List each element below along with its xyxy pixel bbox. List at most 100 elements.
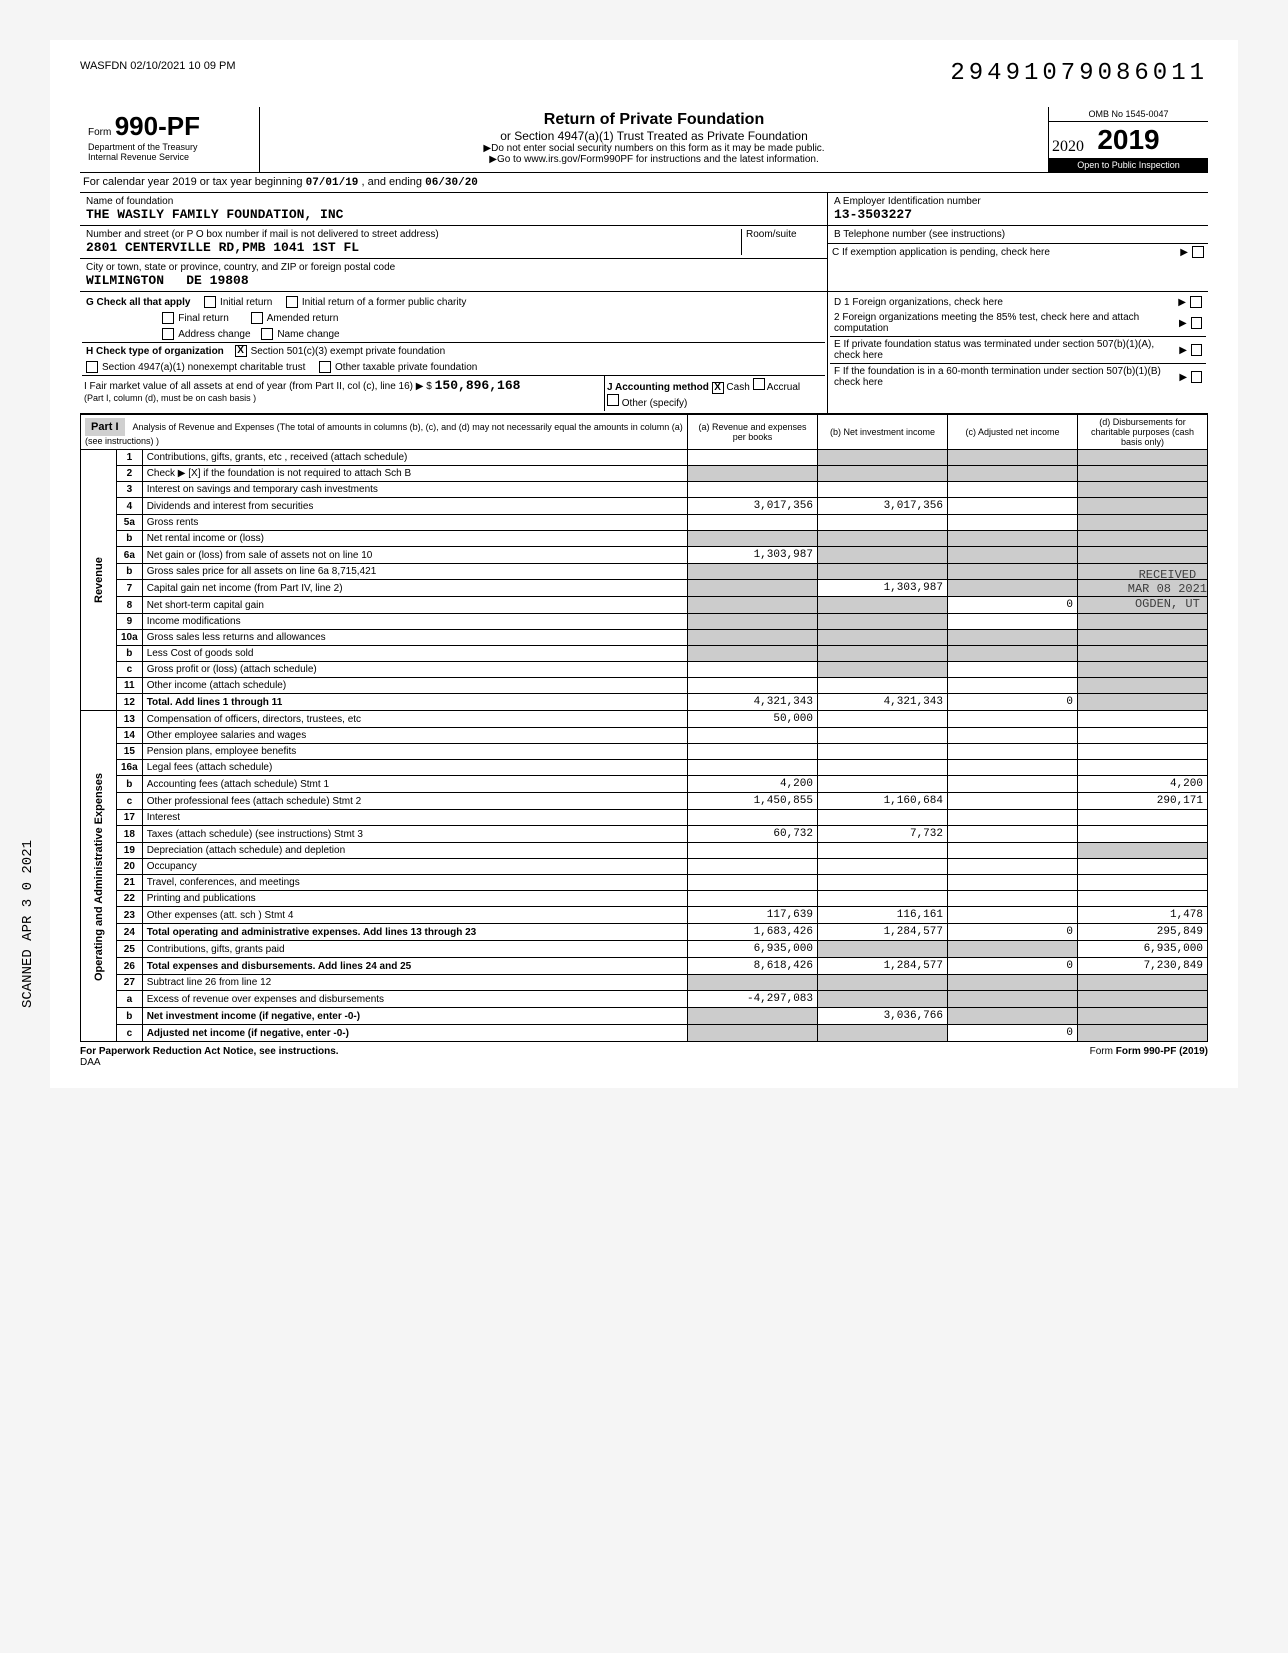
row-description: Capital gain net income (from Part IV, l… bbox=[142, 580, 687, 597]
amount-cell-d bbox=[1078, 678, 1208, 694]
title-box: Return of Private Foundation or Section … bbox=[260, 107, 1048, 172]
amount-cell-d bbox=[1078, 875, 1208, 891]
h3-label: Other taxable private foundation bbox=[335, 362, 477, 373]
amount-cell-c bbox=[948, 531, 1078, 547]
handwritten-year: 2020 bbox=[1052, 138, 1084, 156]
row-number: 9 bbox=[117, 614, 143, 630]
h1-label: Section 501(c)(3) exempt private foundat… bbox=[251, 346, 446, 357]
amount-cell-d: 295,849 bbox=[1078, 924, 1208, 941]
footer-left: For Paperwork Reduction Act Notice, see … bbox=[80, 1046, 339, 1057]
table-row: 3Interest on savings and temporary cash … bbox=[81, 482, 1208, 498]
h-label: H Check type of organization bbox=[86, 346, 224, 357]
row-number: b bbox=[117, 1008, 143, 1025]
amount-cell-a: 4,200 bbox=[688, 776, 818, 793]
amount-cell-a bbox=[688, 678, 818, 694]
c-checkbox[interactable] bbox=[1192, 246, 1204, 258]
table-row: 27Subtract line 26 from line 12 bbox=[81, 975, 1208, 991]
row-description: Gross profit or (loss) (attach schedule) bbox=[142, 662, 687, 678]
amount-cell-a bbox=[688, 975, 818, 991]
amount-cell-d: 6,935,000 bbox=[1078, 941, 1208, 958]
g5-label: Address change bbox=[178, 329, 250, 340]
g-label: G Check all that apply bbox=[86, 297, 190, 308]
table-row: aExcess of revenue over expenses and dis… bbox=[81, 991, 1208, 1008]
table-row: 25Contributions, gifts, grants paid6,935… bbox=[81, 941, 1208, 958]
g1-label: Initial return bbox=[220, 297, 272, 308]
amount-cell-a bbox=[688, 630, 818, 646]
j1-checkbox[interactable]: X bbox=[712, 382, 724, 394]
amount-cell-b: 7,732 bbox=[818, 826, 948, 843]
g6-label: Name change bbox=[277, 329, 339, 340]
table-row: 14Other employee salaries and wages bbox=[81, 728, 1208, 744]
form-subtitle: or Section 4947(a)(1) Trust Treated as P… bbox=[264, 129, 1044, 143]
g5-checkbox[interactable] bbox=[162, 328, 174, 340]
amount-cell-b bbox=[818, 630, 948, 646]
addr-cell: Number and street (or P O box number if … bbox=[80, 226, 827, 259]
row-description: Net rental income or (loss) bbox=[142, 531, 687, 547]
j2-checkbox[interactable] bbox=[753, 378, 765, 390]
h2-checkbox[interactable] bbox=[86, 361, 98, 373]
amount-cell-c bbox=[948, 662, 1078, 678]
amount-cell-c: 0 bbox=[948, 924, 1078, 941]
amount-cell-c bbox=[948, 678, 1078, 694]
period-begin: 07/01/19 bbox=[306, 177, 359, 189]
entity-info-grid: Name of foundation THE WASILY FAMILY FOU… bbox=[80, 193, 1208, 292]
table-row: 7Capital gain net income (from Part IV, … bbox=[81, 580, 1208, 597]
table-row: 26Total expenses and disbursements. Add … bbox=[81, 958, 1208, 975]
amount-cell-c bbox=[948, 776, 1078, 793]
row-number: 6a bbox=[117, 547, 143, 564]
amount-cell-b: 116,161 bbox=[818, 907, 948, 924]
row-description: Taxes (attach schedule) (see instruction… bbox=[142, 826, 687, 843]
amount-cell-a bbox=[688, 1025, 818, 1042]
h1-checkbox[interactable]: X bbox=[235, 345, 247, 357]
f-checkbox[interactable] bbox=[1191, 371, 1202, 383]
i-value: 150,896,168 bbox=[435, 378, 521, 393]
j3-checkbox[interactable] bbox=[607, 394, 619, 406]
amount-cell-c: 0 bbox=[948, 597, 1078, 614]
row-number: 7 bbox=[117, 580, 143, 597]
amount-cell-b bbox=[818, 1025, 948, 1042]
row-description: Interest on savings and temporary cash i… bbox=[142, 482, 687, 498]
foundation-name: THE WASILY FAMILY FOUNDATION, INC bbox=[86, 207, 821, 222]
ein-label: A Employer Identification number bbox=[834, 196, 1202, 207]
amount-cell-a: 3,017,356 bbox=[688, 498, 818, 515]
ein-value: 13-3503227 bbox=[834, 207, 1202, 222]
amount-cell-a bbox=[688, 531, 818, 547]
amount-cell-c bbox=[948, 875, 1078, 891]
h3-checkbox[interactable] bbox=[319, 361, 331, 373]
d2-checkbox[interactable] bbox=[1191, 317, 1202, 329]
row-number: 21 bbox=[117, 875, 143, 891]
g1-checkbox[interactable] bbox=[204, 296, 216, 308]
footer-right: Form Form 990-PF (2019) bbox=[1090, 1046, 1208, 1057]
row-number: 17 bbox=[117, 810, 143, 826]
amount-cell-d bbox=[1078, 810, 1208, 826]
amount-cell-c bbox=[948, 614, 1078, 630]
amount-cell-b bbox=[818, 941, 948, 958]
amount-cell-c bbox=[948, 711, 1078, 728]
entity-right: A Employer Identification number 13-3503… bbox=[828, 193, 1208, 291]
table-row: 15Pension plans, employee benefits bbox=[81, 744, 1208, 760]
amount-cell-b bbox=[818, 450, 948, 466]
e-checkbox[interactable] bbox=[1191, 344, 1202, 356]
g6-checkbox[interactable] bbox=[261, 328, 273, 340]
amount-cell-b bbox=[818, 711, 948, 728]
g4-checkbox[interactable] bbox=[251, 312, 263, 324]
table-row: bNet rental income or (loss) bbox=[81, 531, 1208, 547]
g3-checkbox[interactable] bbox=[162, 312, 174, 324]
table-row: cOther professional fees (attach schedul… bbox=[81, 793, 1208, 810]
city-cell: City or town, state or province, country… bbox=[80, 259, 827, 291]
amount-cell-b bbox=[818, 597, 948, 614]
amount-cell-d bbox=[1078, 498, 1208, 515]
row-number: 10a bbox=[117, 630, 143, 646]
table-row: 17Interest bbox=[81, 810, 1208, 826]
c-label: C If exemption application is pending, c… bbox=[832, 247, 1050, 258]
amount-cell-c: 0 bbox=[948, 1025, 1078, 1042]
row-number: 13 bbox=[117, 711, 143, 728]
amount-cell-a: 1,450,855 bbox=[688, 793, 818, 810]
amount-cell-b bbox=[818, 662, 948, 678]
amount-cell-b: 1,160,684 bbox=[818, 793, 948, 810]
g2-checkbox[interactable] bbox=[286, 296, 298, 308]
city-value: WILMINGTON bbox=[86, 273, 164, 288]
row-description: Other professional fees (attach schedule… bbox=[142, 793, 687, 810]
g3-label: Final return bbox=[178, 313, 229, 324]
d1-checkbox[interactable] bbox=[1190, 296, 1202, 308]
